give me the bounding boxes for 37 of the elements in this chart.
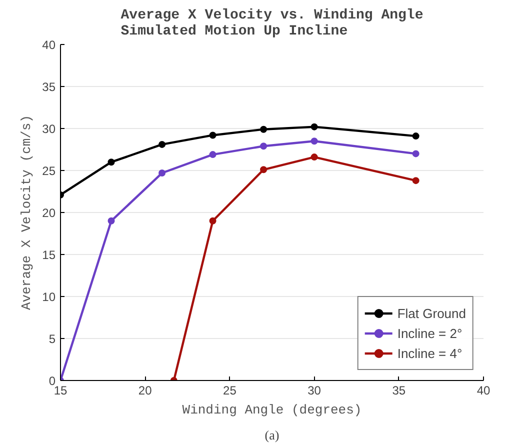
- y-axis-title: Average X Velocity (cm/s): [19, 114, 34, 310]
- point: [412, 132, 420, 140]
- point: [108, 158, 115, 166]
- y-tick-label: 20: [42, 206, 56, 220]
- y-tick-label: 10: [42, 290, 56, 304]
- text: (a): [264, 428, 280, 442]
- x-tick-label: 25: [223, 384, 237, 398]
- point: [412, 150, 420, 158]
- point: [108, 217, 115, 224]
- legend-label: Incline = 4°: [397, 346, 462, 360]
- chart-title: Average X Velocity vs. Winding Angle Simulated Motion Up Incline: [120, 8, 424, 40]
- y-tick-label: 25: [42, 164, 56, 178]
- point: [158, 170, 166, 177]
- y-tick-label: 15: [42, 248, 56, 262]
- legend-label: Incline = 2°: [397, 326, 462, 340]
- point: [310, 154, 318, 161]
- point: [412, 177, 420, 184]
- x-tick-label: 30: [308, 384, 322, 398]
- legend-label: Flat Ground: [397, 306, 466, 320]
- point: [209, 132, 216, 139]
- point: [260, 126, 268, 133]
- point: [260, 166, 268, 174]
- x-tick-label: 35: [392, 384, 406, 398]
- point: [209, 151, 216, 158]
- x-axis-title: Winding Angle (degrees): [182, 402, 362, 418]
- y-tick-label: 35: [42, 80, 56, 94]
- point: [310, 138, 318, 145]
- y-tick-label: 30: [42, 122, 56, 136]
- point: [158, 140, 166, 148]
- y-tick-label: 0: [48, 374, 56, 388]
- point: [310, 123, 318, 130]
- x-tick-label: 40: [476, 384, 490, 398]
- point: [209, 217, 216, 224]
- y-tick-label: 40: [42, 38, 56, 52]
- x-tick-label: 20: [138, 384, 152, 398]
- point: [260, 142, 268, 150]
- y-tick-label: 5: [48, 332, 56, 346]
